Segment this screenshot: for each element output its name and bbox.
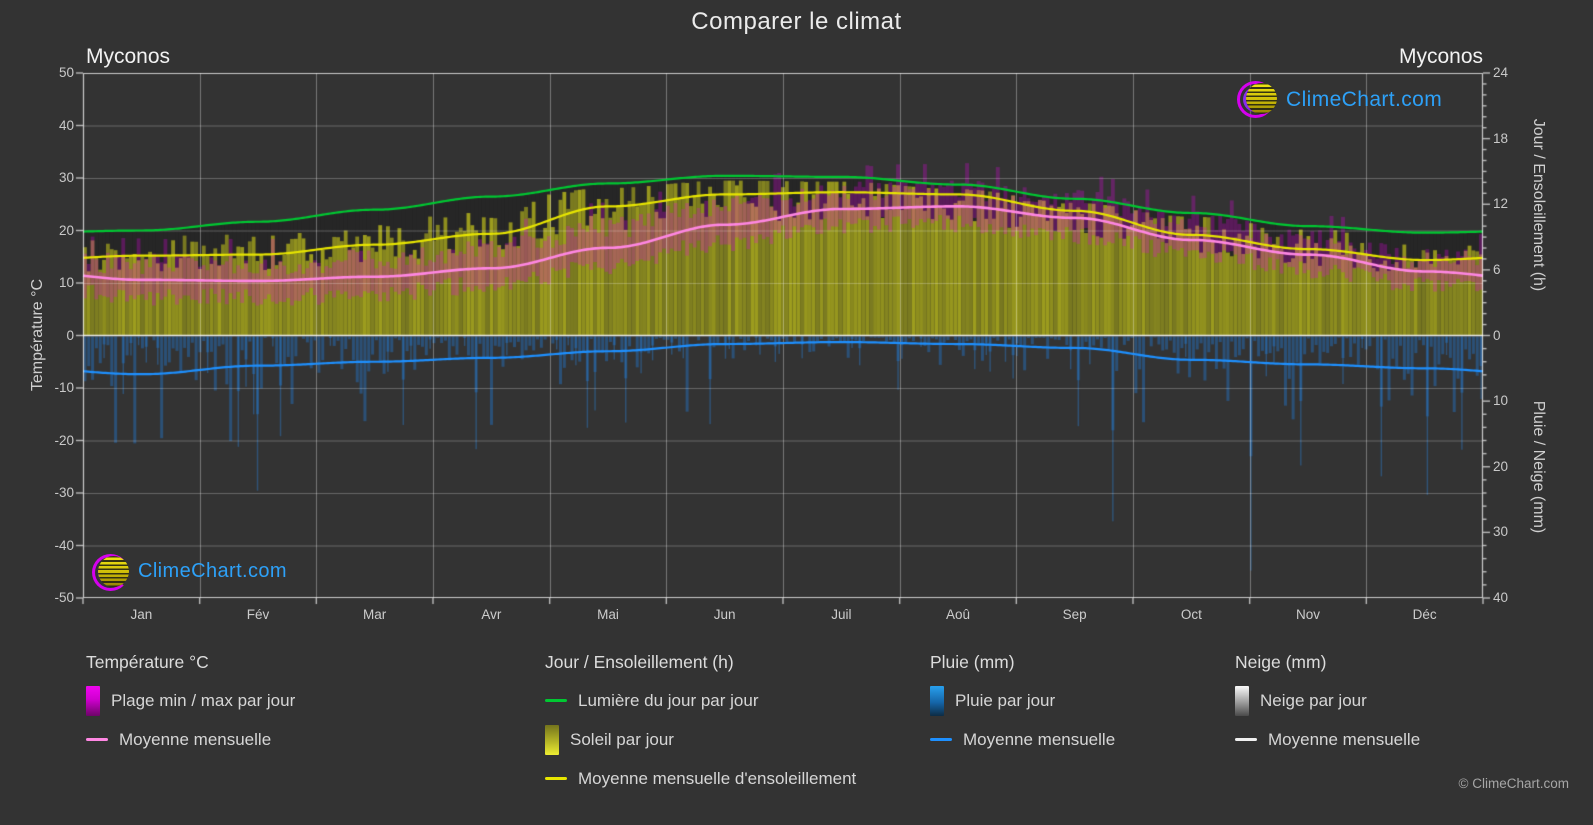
x-tick-month-Juil: Juil	[831, 607, 852, 622]
legend-header: Neige (mm)	[1235, 652, 1327, 672]
watermark-bottom-left: ClimeChart.com	[92, 553, 287, 591]
y-tick-sun-6: 6	[1493, 261, 1501, 277]
line-pink-swatch	[86, 738, 108, 741]
legend-item-label: Soleil par jour	[570, 729, 674, 749]
y-tick-temp-30: 30	[58, 170, 74, 185]
x-tick-month-Oct: Oct	[1180, 607, 1202, 622]
y-tick-temp--10: -10	[54, 380, 74, 395]
climechart-logo-icon	[92, 553, 129, 591]
y-tick-sun-0: 0	[1493, 327, 1501, 343]
legend-group-1: Température °C Plage min / max par jour Mo…	[86, 652, 295, 766]
legend-item: Soleil par jour	[545, 724, 856, 755]
x-tick-month-Mai: Mai	[597, 607, 619, 622]
line-green-swatch	[545, 699, 567, 702]
y-tick-temp-0: 0	[66, 327, 74, 343]
x-tick-month-Avr: Avr	[481, 607, 502, 622]
legend-item: Plage min / max par jour	[86, 685, 296, 716]
grad-yellow-swatch	[545, 724, 559, 755]
legend-item-label: Moyenne mensuelle	[963, 729, 1116, 749]
legend-item-label: Moyenne mensuelle	[1268, 729, 1421, 749]
y-tick-sun-12: 12	[1493, 196, 1509, 212]
y-tick-temp-10: 10	[58, 275, 74, 290]
y-tick-rain-10: 10	[1493, 393, 1509, 409]
legend-item: Moyenne mensuelle	[86, 727, 295, 752]
grad-white-swatch	[1235, 685, 1249, 716]
y-axis-title-daylight-sun: Jour / Ensoleillement (h)	[1530, 118, 1547, 292]
y-tick-rain-20: 20	[1493, 458, 1509, 474]
climechart-logo-icon	[1237, 80, 1277, 120]
x-tick-month-Fév: Fév	[246, 607, 270, 622]
legend-item-label: Moyenne mensuelle	[119, 729, 272, 749]
legend-item-label: Pluie par jour	[955, 690, 1056, 710]
y-tick-rain-40: 40	[1493, 590, 1509, 605]
x-tick-month-Nov: Nov	[1295, 607, 1320, 622]
logo-sun-ball	[98, 556, 129, 587]
legend-item: Moyenne mensuelle	[930, 727, 1115, 752]
legend-item-label: Neige par jour	[1260, 690, 1367, 710]
legend-item: Neige par jour	[1235, 685, 1420, 716]
copyright-text: © ClimeChart.com	[1458, 776, 1569, 791]
grad-blue-swatch	[930, 685, 944, 716]
logo-sun-ball	[1246, 83, 1277, 114]
y-tick-sun-24: 24	[1493, 65, 1509, 80]
station-label-right: Myconos	[1398, 45, 1483, 68]
legend-group-2: Jour / Ensoleillement (h) Lumière du jour…	[545, 652, 856, 805]
legend-header: Jour / Ensoleillement (h)	[545, 652, 734, 672]
station-label-left: Myconos	[86, 45, 171, 68]
legend-item: Pluie par jour	[930, 685, 1115, 716]
line-yellow-swatch	[545, 777, 567, 780]
line-blue-swatch	[930, 738, 952, 741]
watermark-text: ClimeChart.com	[138, 560, 287, 582]
line-white-swatch	[1235, 738, 1257, 741]
y-tick-temp-50: 50	[58, 65, 74, 80]
x-tick-month-Mar: Mar	[363, 607, 387, 622]
legend-group-3: Pluie (mm) Pluie par jour Moyenne mensuell…	[930, 652, 1115, 766]
x-tick-month-Aoû: Aoû	[945, 607, 971, 622]
watermark-top-right: ClimeChart.com	[1237, 80, 1442, 120]
legend-group-4: Neige (mm) Neige par jour Moyenne mensuell…	[1235, 652, 1420, 766]
y-tick-temp--20: -20	[54, 432, 74, 448]
legend-item-label: Lumière du jour par jour	[578, 690, 759, 710]
legend-item: Lumière du jour par jour	[545, 688, 856, 713]
legend-header: Pluie (mm)	[930, 652, 1015, 672]
legend-header: Température °C	[86, 652, 209, 672]
y-tick-sun-18: 18	[1493, 130, 1509, 146]
legend-item-label: Plage min / max par jour	[111, 690, 296, 710]
logo-ring-outer	[92, 554, 129, 591]
y-tick-temp--30: -30	[54, 485, 74, 500]
x-tick-month-Déc: Déc	[1412, 607, 1437, 622]
legend-item: Moyenne mensuelle d'ensoleillement	[545, 766, 856, 791]
x-tick-month-Jan: Jan	[130, 607, 153, 622]
legend-item-label: Moyenne mensuelle d'ensoleillement	[578, 768, 857, 788]
page-title: Comparer le climat	[691, 8, 902, 35]
y-axis-title-rain-snow: Pluie / Neige (mm)	[1530, 400, 1547, 534]
y-tick-temp--50: -50	[54, 590, 74, 605]
grad-magenta-swatch	[86, 685, 100, 716]
y-tick-temp-20: 20	[58, 222, 74, 238]
x-tick-month-Sep: Sep	[1062, 607, 1087, 622]
logo-ring-outer	[1237, 81, 1274, 118]
y-tick-rain-30: 30	[1493, 524, 1509, 540]
watermark-text: ClimeChart.com	[1286, 88, 1443, 111]
legend-item: Moyenne mensuelle	[1235, 727, 1420, 752]
y-tick-temp--40: -40	[54, 537, 74, 553]
y-tick-temp-40: 40	[58, 117, 74, 133]
x-tick-month-Jun: Jun	[713, 607, 736, 622]
